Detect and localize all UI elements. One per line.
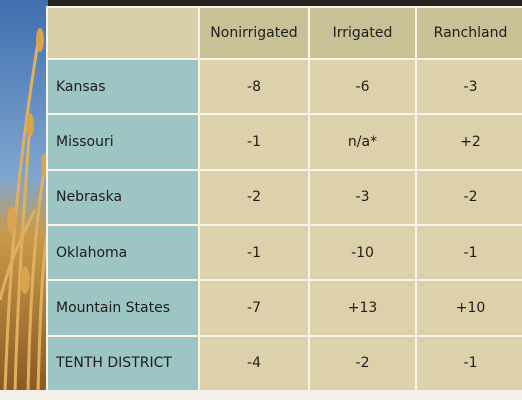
value-cell: n/a* bbox=[308, 113, 417, 171]
value-cell: -3 bbox=[415, 57, 522, 116]
value-cell: -1 bbox=[415, 223, 522, 282]
header-cell: Ranchland bbox=[415, 6, 522, 60]
value-cell: +10 bbox=[415, 279, 522, 337]
table-row: TENTH DISTRICT -4 -2 -1 bbox=[46, 334, 522, 393]
table-row: Mountain States -7 +13 +10 bbox=[46, 279, 522, 337]
wheat-image bbox=[0, 0, 48, 392]
table-row: Missouri -1 n/a* +2 bbox=[46, 113, 522, 171]
row-label: Nebraska bbox=[46, 168, 200, 226]
value-cell: +2 bbox=[415, 113, 522, 171]
value-cell: -3 bbox=[308, 168, 417, 226]
table-row: Nebraska -2 -3 -2 bbox=[46, 168, 522, 226]
value-cell: -2 bbox=[415, 168, 522, 226]
header-cell: Irrigated bbox=[308, 6, 417, 60]
table-body: Kansas -8 -6 -3 Missouri -1 n/a* +2 Nebraska -2 -3… bbox=[46, 57, 522, 393]
value-cell: +13 bbox=[308, 279, 417, 337]
value-cell: -2 bbox=[308, 334, 417, 393]
row-label: TENTH DISTRICT bbox=[46, 334, 200, 393]
header-cell: Nonirrigated bbox=[198, 6, 310, 60]
value-cell: -7 bbox=[198, 279, 310, 337]
table-row: Oklahoma -1 -10 -1 bbox=[46, 223, 522, 282]
table-row: Kansas -8 -6 -3 bbox=[46, 57, 522, 116]
value-cell: -2 bbox=[198, 168, 310, 226]
header-row: Nonirrigated Irrigated Ranchland bbox=[46, 6, 522, 60]
value-cell: -8 bbox=[198, 57, 310, 116]
data-table: Nonirrigated Irrigated Ranchland Kansas -… bbox=[46, 6, 522, 393]
value-cell: -4 bbox=[198, 334, 310, 393]
value-cell: -1 bbox=[198, 223, 310, 282]
value-cell: -10 bbox=[308, 223, 417, 282]
row-label: Kansas bbox=[46, 57, 200, 116]
footer-strip bbox=[0, 390, 522, 400]
value-cell: -1 bbox=[198, 113, 310, 171]
row-label: Missouri bbox=[46, 113, 200, 171]
value-cell: -6 bbox=[308, 57, 417, 116]
row-label: Mountain States bbox=[46, 279, 200, 337]
header-cell bbox=[46, 6, 200, 60]
row-label: Oklahoma bbox=[46, 223, 200, 282]
value-cell: -1 bbox=[415, 334, 522, 393]
top-bar bbox=[0, 0, 522, 8]
